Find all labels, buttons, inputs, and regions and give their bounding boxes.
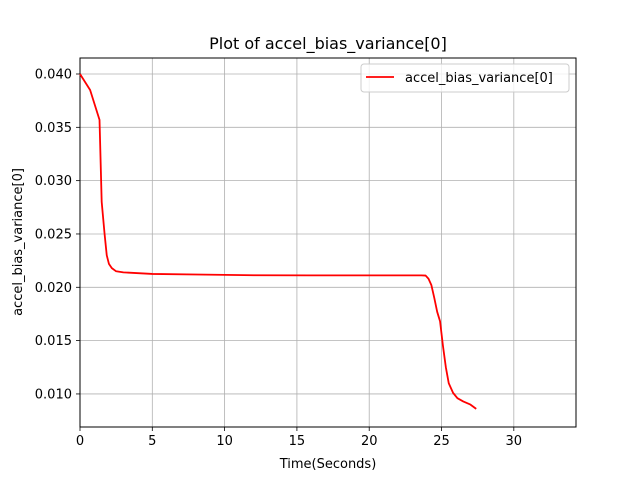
x-tick-label: 5: [148, 434, 156, 449]
legend: accel_bias_variance[0]: [360, 63, 570, 93]
y-tick-label: 0.020: [35, 281, 72, 296]
y-tick-label: 0.015: [35, 334, 72, 349]
plot-frame: [79, 57, 577, 428]
y-tick-label: 0.035: [35, 121, 72, 136]
y-tick-label: 0.040: [35, 67, 72, 82]
x-tick-label: 30: [506, 434, 523, 449]
legend-label: accel_bias_variance[0]: [405, 71, 553, 86]
x-tick-label: 0: [76, 434, 84, 449]
x-axis-label: Time(Seconds): [279, 457, 377, 472]
grid: [79, 58, 576, 427]
y-tick-label: 0.025: [35, 227, 72, 242]
y-axis-label: accel_bias_variance[0]: [11, 168, 26, 316]
y-tick-label: 0.030: [35, 174, 72, 189]
y-tick-label: 0.010: [35, 387, 72, 402]
x-tick-label: 10: [216, 434, 233, 449]
x-tick-label: 15: [289, 434, 306, 449]
axis-ticks: 0 5 10 15 20 25 30 0.010 0.015 0.020 0.025 0.030 0.0…: [35, 67, 522, 449]
chart-title: Plot of accel_bias_variance[0]: [209, 34, 447, 54]
series-line: [79, 73, 477, 410]
series-layer: [79, 73, 477, 410]
x-tick-label: 20: [361, 434, 378, 449]
legend-box: [360, 63, 570, 93]
x-tick-label: 25: [433, 434, 450, 449]
